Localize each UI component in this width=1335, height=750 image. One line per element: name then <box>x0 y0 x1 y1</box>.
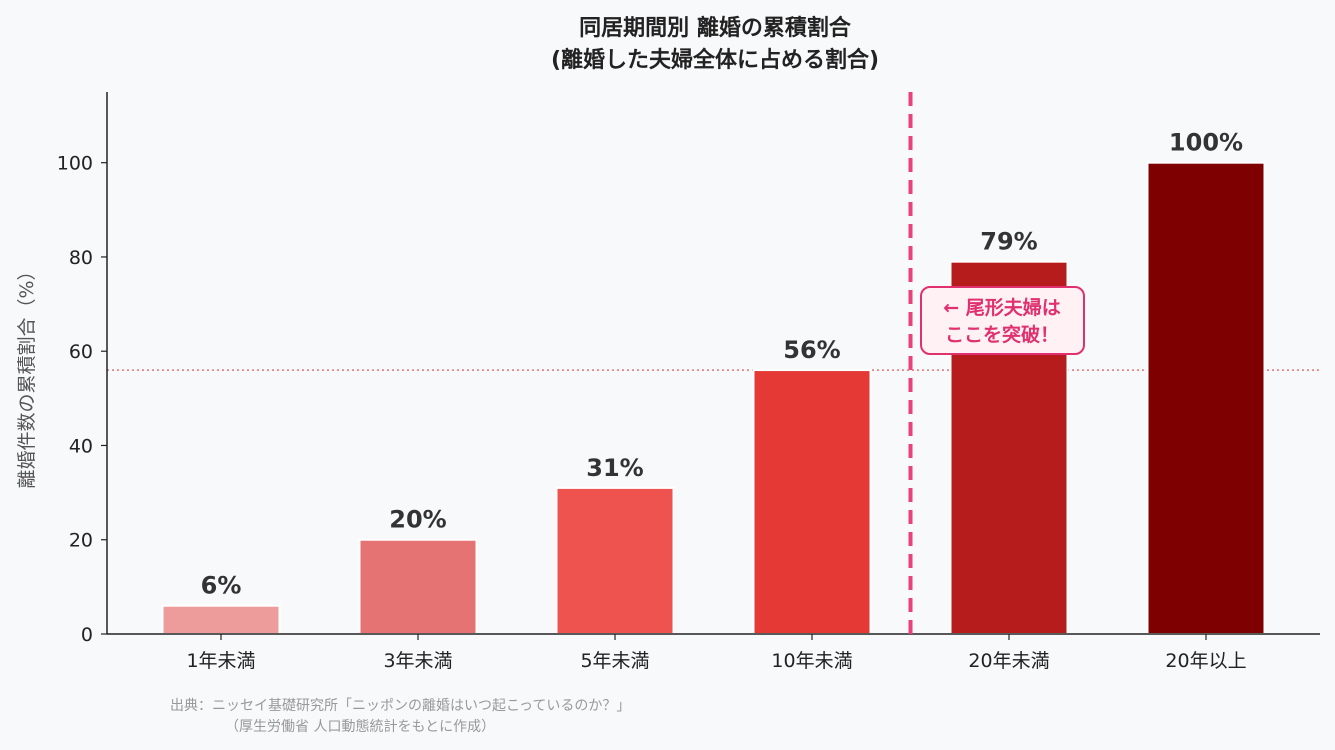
x-ticks-group: 1年未満 3年未満 5年未満 10年未満 20年未満 20年以上 <box>186 634 1247 672</box>
x-tick-label-6: 20年以上 <box>1165 650 1246 672</box>
x-tick-label-2: 3年未満 <box>383 650 452 672</box>
chart-title-line-1: 同居期間別 離婚の累積割合 <box>579 15 852 41</box>
annotation-line-2: ここを突破！ <box>945 323 1059 346</box>
annotation-box-frame <box>920 286 1085 355</box>
bar-1 <box>161 604 281 636</box>
annotation-line-1: ← 尾形夫婦は <box>943 296 1061 319</box>
source-line-1: 出典：ニッセイ基礎研究所「ニッポンの離婚はいつ起こっているのか？」 <box>170 697 630 714</box>
bar-4 <box>752 369 872 635</box>
y-tick-label-3: 60 <box>69 341 93 363</box>
data-label-5: 79% <box>980 228 1037 256</box>
chart-title-line-2: (離婚した夫婦全体に占める割合) <box>551 47 879 73</box>
y-tick-label-1: 20 <box>69 530 93 552</box>
data-label-4: 56% <box>783 336 840 364</box>
annotation-box: ← 尾形夫婦は ここを突破！ <box>920 286 1085 355</box>
data-label-3: 31% <box>586 454 643 482</box>
x-tick-label-3: 5年未満 <box>580 650 649 672</box>
y-tick-label-5: 100 <box>57 153 93 175</box>
y-tick-label-2: 40 <box>69 435 93 457</box>
bar-6 <box>1146 161 1266 635</box>
y-tick-label-4: 80 <box>69 247 93 269</box>
y-ticks-group: 0 20 40 60 80 100 <box>57 153 107 646</box>
bars-group: 6% 20% 31% 56% 79% 100% <box>161 129 1266 636</box>
bar-3 <box>555 486 675 636</box>
data-label-1: 6% <box>201 572 242 600</box>
x-tick-label-5: 20年未満 <box>968 650 1049 672</box>
bar-2 <box>358 538 478 636</box>
y-tick-label-0: 0 <box>81 624 93 646</box>
data-label-6: 100% <box>1169 129 1243 157</box>
y-axis-label: 離婚件数の累積割合（%） <box>16 261 38 488</box>
x-tick-label-4: 10年未満 <box>771 650 852 672</box>
x-tick-label-1: 1年未満 <box>186 650 255 672</box>
source-line-2: （厚生労働省 人口動態統計をもとに作成） <box>225 719 495 735</box>
data-label-2: 20% <box>389 506 446 534</box>
